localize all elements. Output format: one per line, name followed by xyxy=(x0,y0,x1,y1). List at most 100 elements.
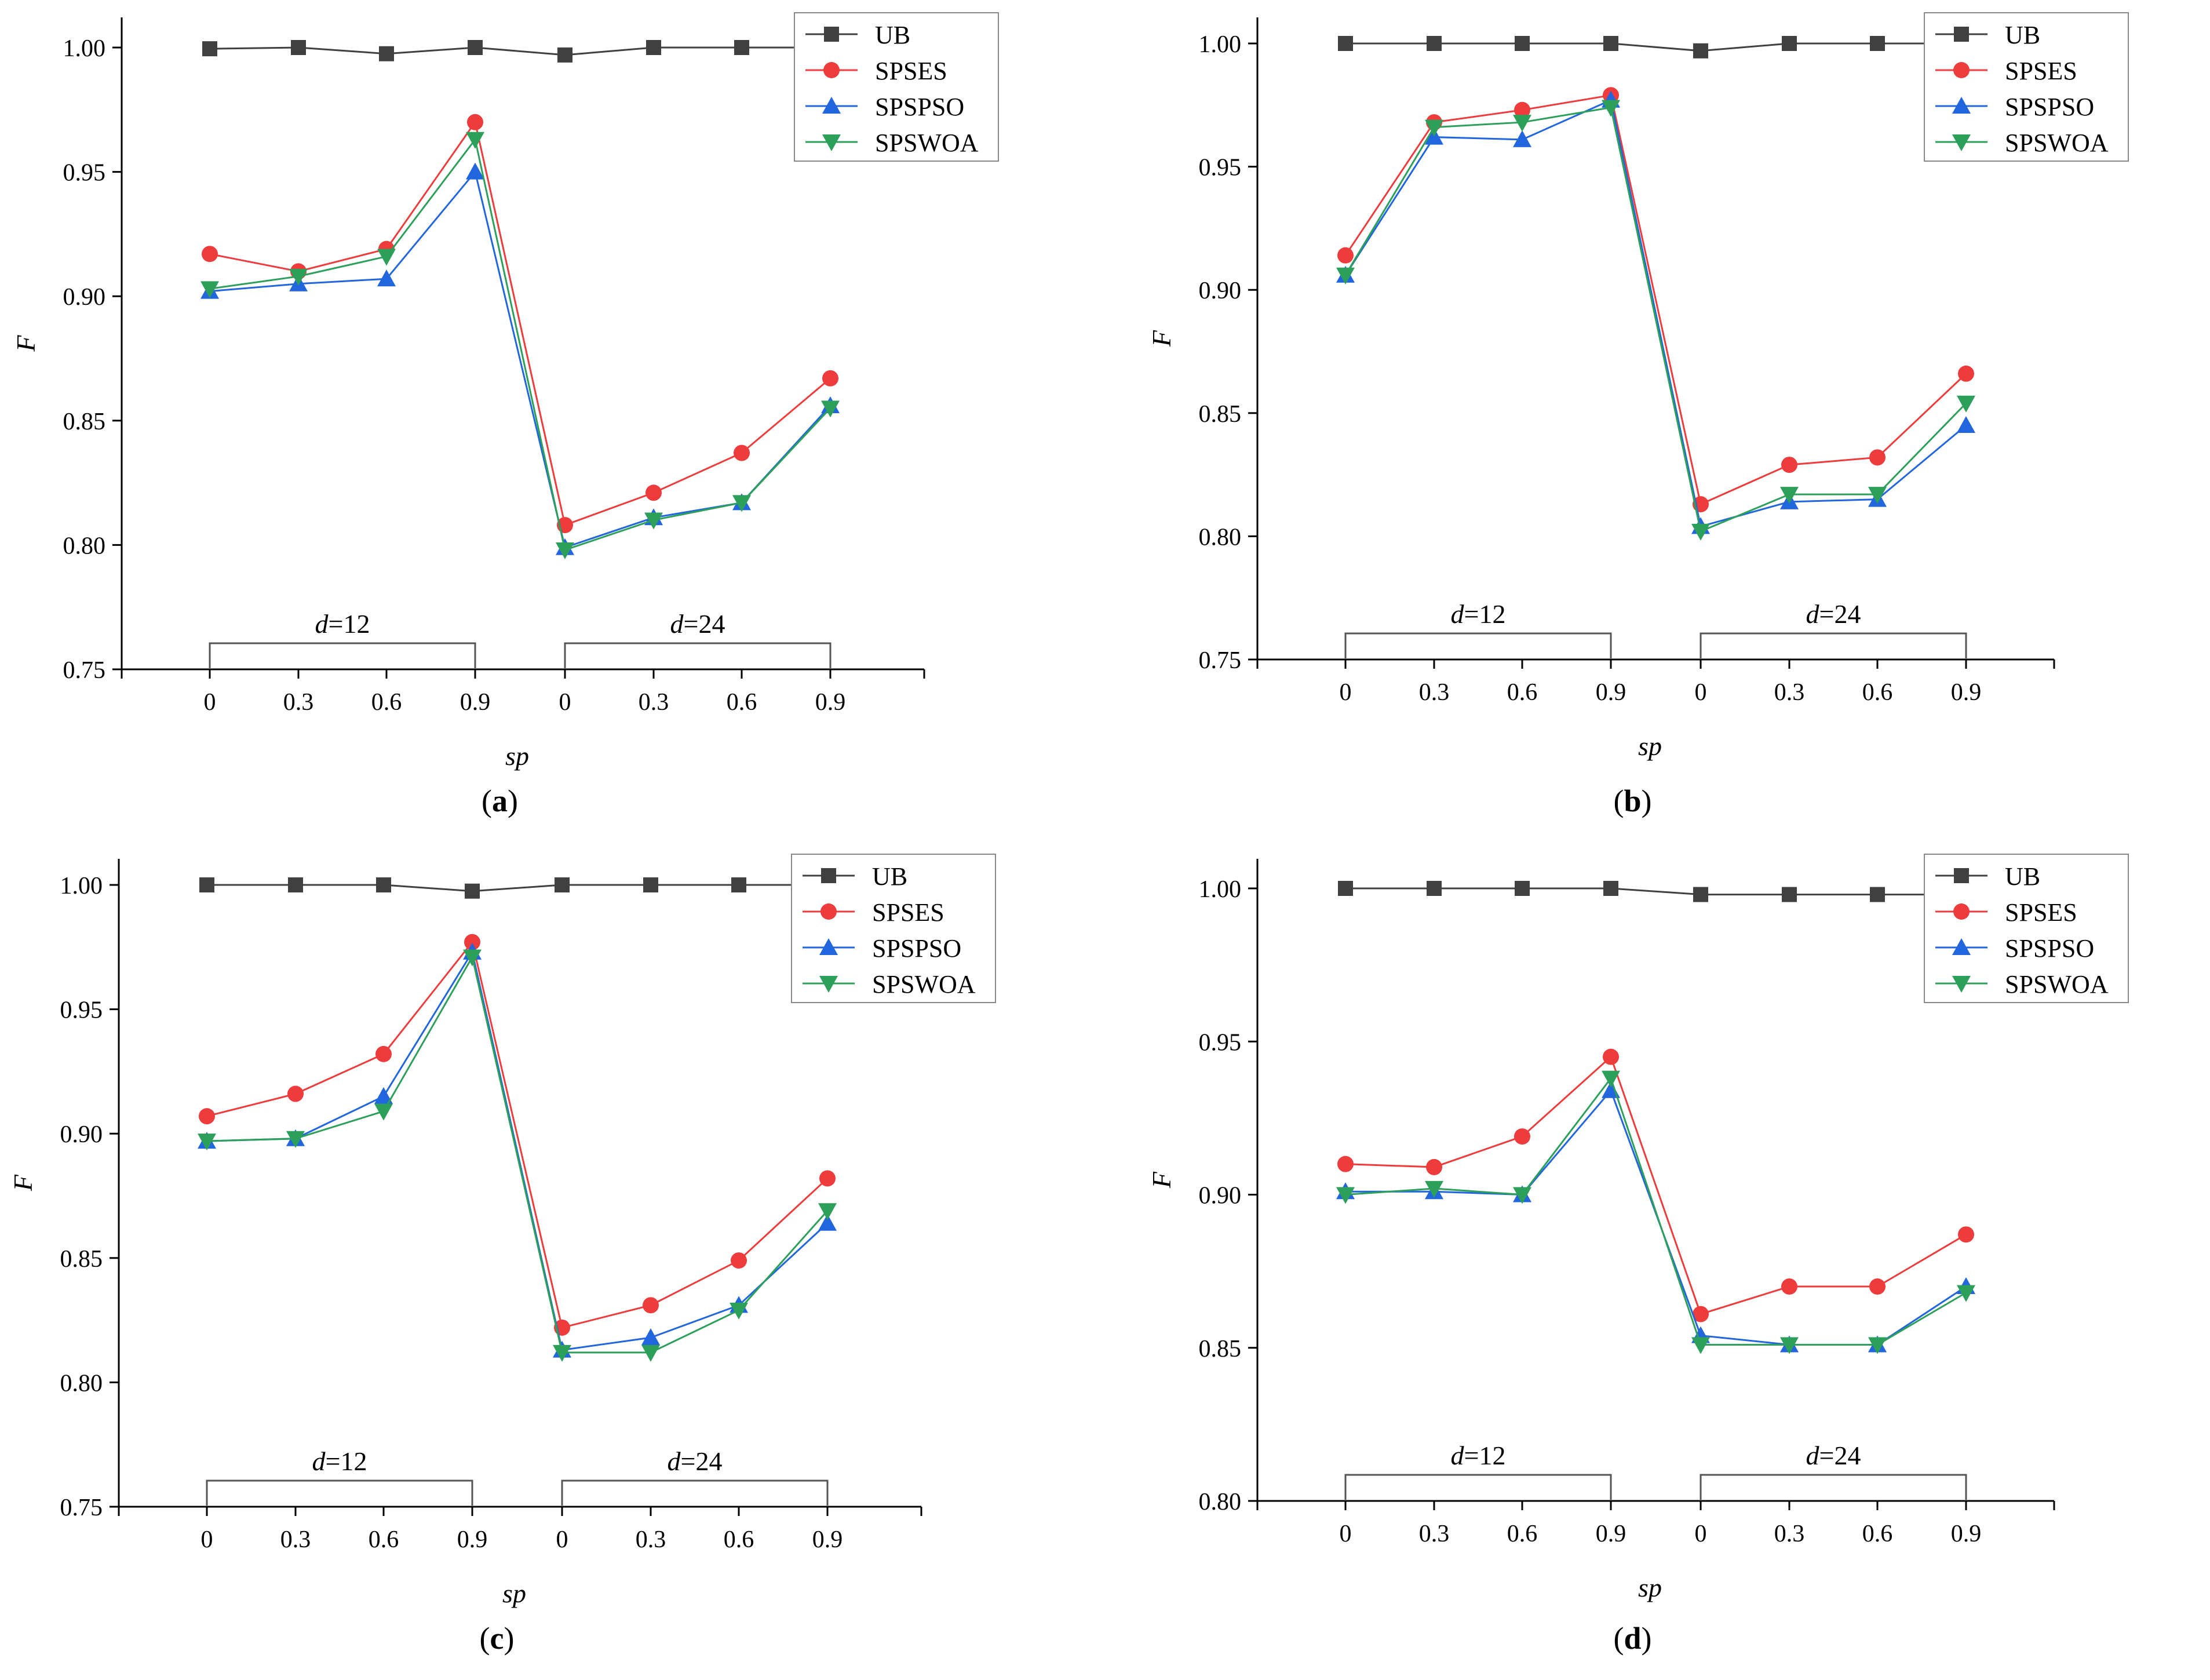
data-point-ub xyxy=(1782,887,1797,902)
x-tick-label: 0 xyxy=(559,689,571,716)
data-point-spswoa xyxy=(1425,119,1443,137)
data-point-ub xyxy=(1515,881,1530,896)
x-axis-label: sp xyxy=(505,741,529,771)
series-spses xyxy=(1337,87,1974,513)
data-point-spses xyxy=(467,114,483,130)
legend-label: SPSPSO xyxy=(2005,934,2094,963)
series-spspso xyxy=(1336,1081,1975,1353)
series-spses xyxy=(1337,1048,1974,1322)
data-point-spses xyxy=(819,1170,836,1187)
group-label: d=24 xyxy=(1806,1441,1861,1470)
series-spswoa xyxy=(200,132,840,559)
x-tick-label: 0.3 xyxy=(1774,1521,1805,1547)
chart-panel-b: 0.750.800.850.900.951.000 0.3 0.6 0.9 0 0.3 0.… xyxy=(1147,12,2129,818)
data-point-spswoa xyxy=(818,1203,837,1220)
group-bracket xyxy=(209,642,476,668)
series-spspso xyxy=(198,942,837,1358)
data-point-spswoa xyxy=(644,512,663,530)
y-axis-label: F xyxy=(1147,1171,1176,1189)
panel-caption: (d) xyxy=(1613,1621,1651,1656)
y-tick-label: 0.80 xyxy=(60,1370,103,1397)
series-line-spses xyxy=(206,940,829,1329)
data-point-ub xyxy=(199,877,214,892)
legend-label: SPSPSO xyxy=(2005,93,2094,121)
data-point-spses xyxy=(731,1252,747,1269)
x-tick-label: 0 xyxy=(201,1526,213,1553)
x-tick-label: 0 xyxy=(556,1526,568,1553)
data-point-spses xyxy=(822,370,838,387)
data-point-ub xyxy=(465,883,480,899)
legend-label: UB xyxy=(2005,21,2040,49)
series-spses xyxy=(202,114,838,534)
legend: UB SPSES SPSPSO SPSWOA xyxy=(1924,854,2129,1003)
legend-label: SPSWOA xyxy=(875,129,979,157)
x-tick-label: 0 xyxy=(1340,679,1352,706)
data-point-ub xyxy=(643,877,658,892)
data-point-ub xyxy=(1693,43,1708,59)
series-ub xyxy=(202,40,838,63)
y-tick-label: 0.95 xyxy=(63,160,106,187)
group-label: d=24 xyxy=(668,1446,723,1476)
series-line-spswoa xyxy=(1344,106,1967,533)
data-point-spspso xyxy=(1513,130,1531,147)
panel-caption: (c) xyxy=(480,1621,515,1656)
data-point-spswoa xyxy=(1691,523,1710,541)
data-point-spswoa xyxy=(466,132,484,149)
legend-marker xyxy=(1953,903,1970,920)
data-point-spspso xyxy=(466,162,484,180)
data-point-ub xyxy=(734,40,749,55)
x-tick-label: 0.3 xyxy=(1419,679,1450,706)
data-point-spswoa xyxy=(1336,267,1355,285)
data-point-spspso xyxy=(818,1213,837,1231)
chart-panel-a: 0.750.800.850.900.951.000 0.3 0.6 0.9 0 0.3 0.… xyxy=(11,12,999,818)
data-point-spswoa xyxy=(1868,487,1887,504)
data-point-spses xyxy=(646,484,662,501)
data-point-spswoa xyxy=(1780,1337,1799,1354)
series-line-ub xyxy=(207,884,827,892)
legend-marker xyxy=(1952,938,1971,955)
y-tick-label: 1.00 xyxy=(1199,31,1242,58)
y-axis-label: F xyxy=(11,335,41,352)
series-line-spspso xyxy=(1345,1088,1967,1346)
y-tick-label: 1.00 xyxy=(1199,876,1242,903)
group-bracket xyxy=(206,1479,473,1506)
legend-label: SPSES xyxy=(872,898,944,927)
data-point-spswoa xyxy=(641,1344,660,1362)
x-tick-label: 0.9 xyxy=(1596,1521,1626,1547)
legend-label: UB xyxy=(875,21,910,49)
data-point-spspso xyxy=(374,1087,393,1104)
data-point-spswoa xyxy=(1336,1187,1355,1204)
legend-marker xyxy=(1954,27,1969,42)
series-line-ub xyxy=(209,46,830,56)
legend-label: SPSPSO xyxy=(875,93,964,121)
x-tick-label: 0.6 xyxy=(1507,1521,1538,1547)
data-point-spswoa xyxy=(1780,487,1799,504)
x-tick-label: 0.3 xyxy=(280,1526,311,1553)
y-tick-label: 0.75 xyxy=(63,657,106,684)
data-point-spspso xyxy=(377,269,396,287)
legend: UB SPSES SPSPSO SPSWOA xyxy=(791,854,996,1003)
x-tick-label: 0 xyxy=(1695,679,1707,706)
data-point-ub xyxy=(468,40,483,55)
series-ub xyxy=(199,877,835,899)
y-tick-label: 0.85 xyxy=(63,409,106,435)
panel-caption: (b) xyxy=(1613,783,1651,818)
x-tick-label: 0.3 xyxy=(283,689,314,716)
data-point-ub xyxy=(1427,881,1442,896)
y-tick-label: 0.95 xyxy=(1199,1029,1242,1056)
group-bracket xyxy=(561,1479,829,1506)
y-axis-label: F xyxy=(8,1174,38,1191)
y-tick-label: 0.90 xyxy=(60,1121,103,1148)
legend-label: SPSES xyxy=(2005,57,2077,85)
data-point-spses xyxy=(199,1108,215,1125)
x-tick-label: 0.6 xyxy=(1862,679,1893,706)
y-tick-label: 0.85 xyxy=(1199,401,1242,428)
x-tick-label: 0.3 xyxy=(1774,679,1805,706)
x-tick-label: 0.9 xyxy=(457,1526,488,1553)
x-tick-label: 0.6 xyxy=(727,689,757,716)
chart-panel-d: 0.800.850.900.951.000 0.3 0.6 0.9 0 0.3 0.6 0.9… xyxy=(1147,854,2129,1656)
data-point-spses xyxy=(1514,1128,1530,1145)
series-line-spses xyxy=(1345,1055,1967,1315)
group-bracket xyxy=(1700,1474,1967,1500)
